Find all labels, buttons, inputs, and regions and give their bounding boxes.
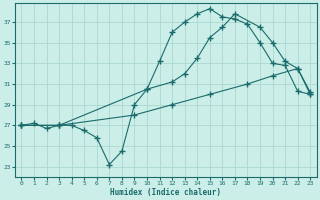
X-axis label: Humidex (Indice chaleur): Humidex (Indice chaleur) bbox=[110, 188, 221, 197]
